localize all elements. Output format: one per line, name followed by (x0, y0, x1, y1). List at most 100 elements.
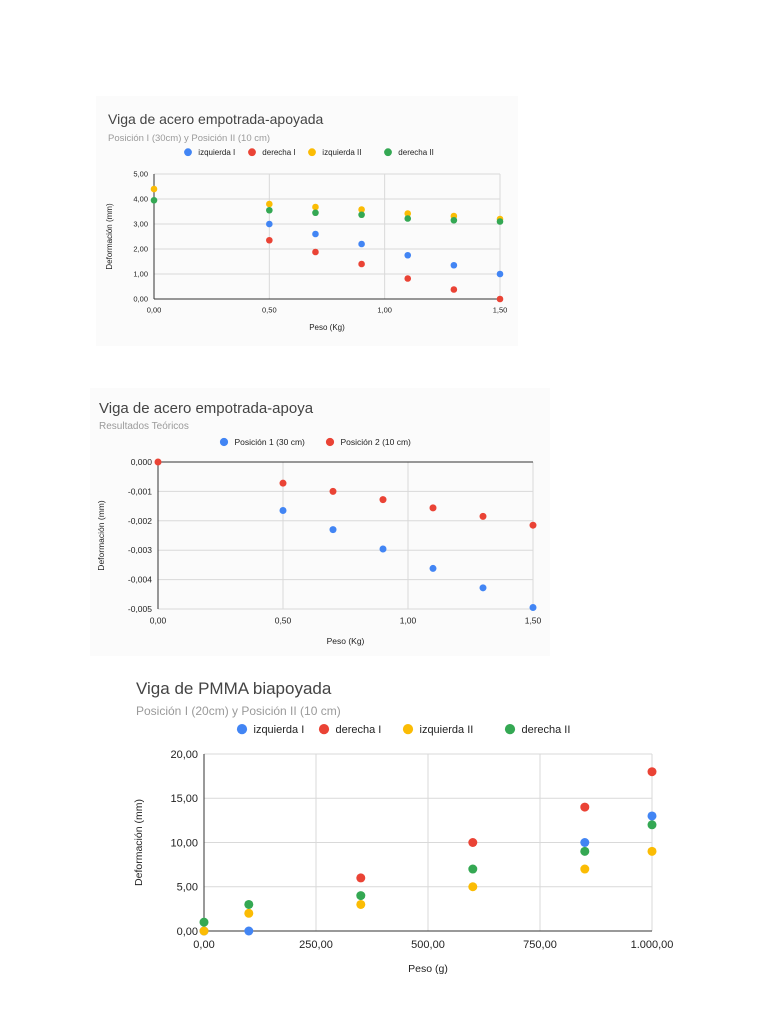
y-tick-label: 4,00 (133, 195, 148, 204)
chart-card-steel-theoretical: Viga de acero empotrada-apoya Resultados … (90, 388, 550, 656)
data-point (154, 458, 162, 466)
data-point (450, 261, 458, 269)
data-point (358, 211, 365, 219)
y-tick-label: -0,005 (128, 604, 152, 614)
data-point (266, 200, 273, 208)
legend-marker (308, 148, 316, 157)
legend-label: derecha II (398, 148, 434, 157)
x-axis-label: Peso (g) (408, 963, 448, 975)
legend-marker (236, 724, 248, 735)
legend-label: derecha I (336, 724, 382, 736)
legend-marker (384, 148, 392, 157)
y-axis-label: Deformación (mm) (96, 500, 106, 571)
x-tick-label: 1,00 (400, 616, 417, 626)
x-tick-label: 0,50 (262, 306, 277, 315)
x-tick-label: 1,00 (377, 306, 392, 315)
x-tick-label: 0,00 (193, 939, 214, 951)
x-tick-label: 500,00 (411, 939, 445, 951)
data-point (404, 251, 412, 259)
chart-title: Viga de PMMA biapoyada (136, 679, 332, 698)
data-point (279, 479, 287, 487)
data-point (450, 286, 458, 293)
data-point (404, 215, 412, 222)
legend-marker (184, 148, 192, 157)
legend-label: izquierda II (322, 148, 361, 157)
y-axis-label: Deformación (mm) (133, 799, 145, 886)
y-tick-label: 0,000 (131, 457, 153, 467)
data-point (266, 206, 273, 214)
data-point (404, 210, 412, 217)
legend-label: Posición 1 (30 cm) (235, 437, 306, 447)
data-point (450, 216, 458, 224)
data-point (429, 564, 437, 572)
legend-marker (325, 437, 335, 447)
data-point (468, 864, 478, 874)
y-tick-label: 0,00 (177, 926, 198, 938)
chart-title: Viga de acero empotrada-apoyada (108, 111, 324, 127)
data-point (356, 873, 366, 883)
y-tick-label: 3,00 (133, 220, 148, 229)
data-point (379, 496, 387, 504)
data-point (312, 248, 319, 256)
legend-label: izquierda I (254, 724, 305, 736)
x-tick-label: 750,00 (523, 939, 557, 951)
data-point (580, 802, 590, 812)
data-point (312, 203, 319, 211)
legend-label: izquierda II (420, 724, 474, 736)
data-point (647, 767, 657, 777)
legend-label: Posición 2 (10 cm) (341, 437, 412, 447)
legend-label: derecha II (522, 724, 571, 736)
data-point (150, 185, 158, 193)
data-point (379, 545, 387, 553)
legend-label: derecha I (262, 148, 295, 157)
data-point (329, 487, 337, 495)
chart-subtitle: Resultados Teóricos (99, 421, 189, 432)
data-point (244, 908, 254, 918)
y-tick-label: 0,00 (133, 295, 148, 304)
data-point (358, 206, 365, 213)
data-point (496, 295, 504, 303)
data-point (312, 209, 319, 217)
data-point (199, 917, 209, 927)
x-tick-label: 1,50 (525, 616, 542, 626)
legend-marker (248, 148, 256, 157)
chart-card-pmma: Viga de PMMA biapoyada Posición I (20cm) … (120, 666, 680, 986)
data-point (244, 926, 254, 936)
data-point (150, 196, 158, 204)
data-point (647, 820, 657, 830)
legend-marker (504, 724, 516, 735)
y-axis-label: Deformación (mm) (105, 203, 114, 270)
legend-label: izquierda I (198, 148, 235, 157)
y-tick-label: -0,002 (128, 516, 152, 526)
y-tick-label: -0,001 (128, 486, 152, 496)
data-point (496, 218, 504, 225)
data-point (199, 926, 209, 936)
chart-steel-experimental: Viga de acero empotrada-apoyada Posición … (105, 111, 508, 332)
data-point (529, 604, 537, 612)
chart-subtitle: Posición I (30cm) y Posición II (10 cm) (108, 133, 270, 144)
data-point (356, 899, 366, 909)
data-point (468, 838, 478, 847)
data-point (468, 882, 478, 892)
y-tick-label: -0,003 (128, 545, 152, 555)
y-tick-label: 20,00 (170, 749, 198, 761)
x-tick-label: 1,50 (493, 306, 508, 315)
y-tick-label: 10,00 (170, 837, 198, 849)
data-point (580, 846, 590, 856)
chart-subtitle: Posición I (20cm) y Posición II (10 cm) (136, 704, 341, 718)
y-tick-label: 5,00 (177, 882, 198, 894)
chart-card-steel-experimental: Viga de acero empotrada-apoyada Posición … (96, 96, 518, 346)
legend-marker (219, 437, 229, 447)
data-point (580, 838, 590, 847)
x-tick-label: 0,00 (147, 306, 162, 315)
chart-steel-theoretical: Viga de acero empotrada-apoya Resultados … (96, 400, 542, 646)
x-axis-label: Peso (Kg) (309, 323, 345, 332)
data-point (356, 891, 366, 901)
legend-marker (318, 724, 330, 735)
chart-title: Viga de acero empotrada-apoya (99, 400, 314, 417)
data-point (279, 507, 287, 515)
data-point (358, 240, 365, 248)
data-point (329, 526, 337, 534)
x-tick-label: 0,00 (150, 616, 167, 626)
data-point (647, 811, 657, 821)
